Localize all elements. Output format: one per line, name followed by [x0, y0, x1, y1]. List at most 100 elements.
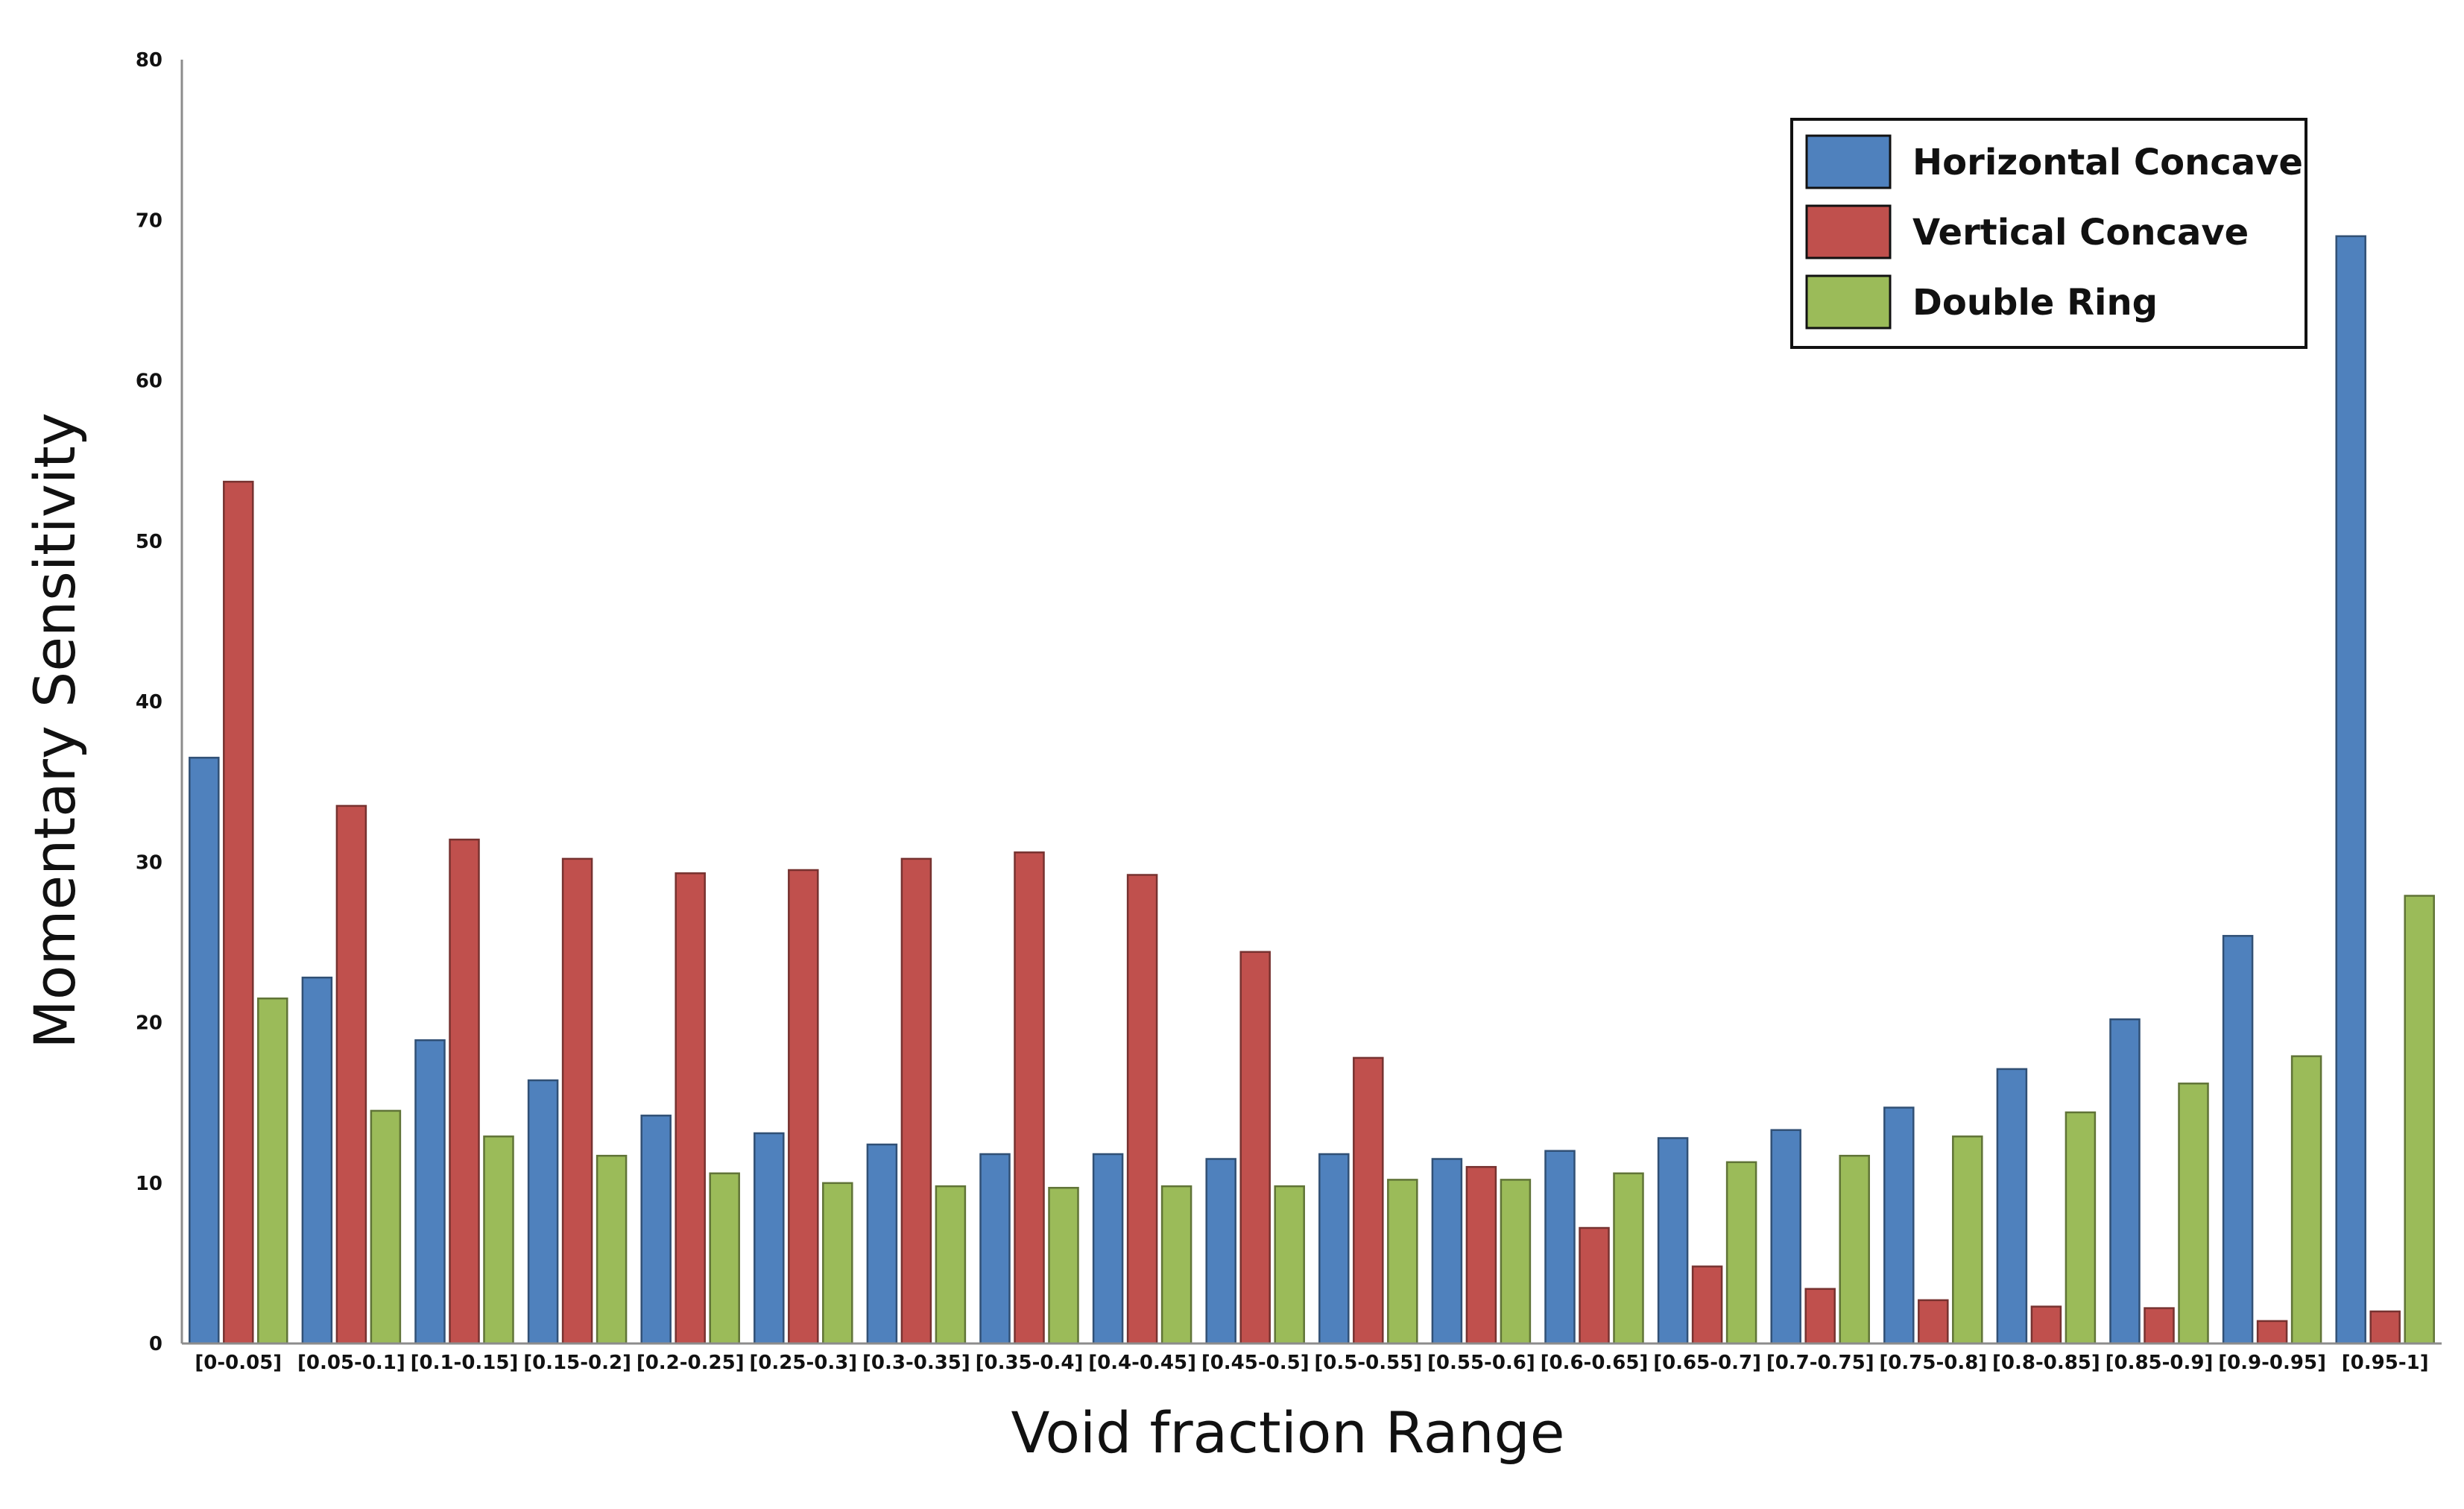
bar-double-ring-7	[1048, 1186, 1079, 1345]
bar-horizontal-concave-2	[414, 1039, 446, 1345]
bar-vertical-concave-7	[1014, 851, 1045, 1345]
bar-double-ring-4	[709, 1172, 740, 1345]
x-tick-label-7: [0.35-0.4]	[976, 1352, 1084, 1374]
x-tick-labels: [0-0.05] [0.05-0.1] [0.1-0.15] [0.15-0.2] [0…	[195, 1352, 2428, 1374]
bar-horizontal-concave-4	[640, 1115, 672, 1345]
bar-horizontal-concave-19	[2335, 235, 2366, 1345]
bar-double-ring-14	[1839, 1154, 1870, 1345]
x-tick-label-1: [0.05-0.1]	[297, 1352, 405, 1374]
y-tick-label-40: 40	[136, 691, 162, 713]
axes-layer	[180, 60, 2442, 1345]
bar-vertical-concave-8	[1126, 874, 1158, 1345]
bar-double-ring-13	[1725, 1161, 1757, 1345]
bar-vertical-concave-19	[2369, 1310, 2401, 1345]
legend-swatch-vertical-concave	[1805, 204, 1892, 259]
bar-double-ring-17	[2178, 1083, 2209, 1345]
bar-vertical-concave-9	[1239, 951, 1271, 1345]
x-tick-label-19: [0.95-1]	[2342, 1352, 2429, 1374]
bar-double-ring-2	[483, 1135, 514, 1345]
bar-vertical-concave-11	[1465, 1165, 1497, 1345]
bar-vertical-concave-5	[788, 869, 819, 1345]
bar-double-ring-10	[1387, 1179, 1418, 1345]
y-tick-labels: 0 10 20 30 40 50 60 70 80	[136, 49, 162, 1355]
bar-double-ring-12	[1613, 1172, 1644, 1345]
legend-label-horizontal-concave: Horizontal Concave	[1912, 142, 2303, 183]
x-tick-label-6: [0.3-0.35]	[862, 1352, 970, 1374]
bar-vertical-concave-3	[561, 857, 593, 1345]
bar-horizontal-concave-3	[527, 1079, 559, 1345]
x-tick-label-18: [0.9-0.95]	[2218, 1352, 2326, 1374]
x-tick-label-16: [0.8-0.85]	[1992, 1352, 2100, 1374]
bar-vertical-concave-6	[900, 857, 932, 1345]
x-tick-label-8: [0.4-0.45]	[1088, 1352, 1196, 1374]
bar-vertical-concave-0	[223, 480, 254, 1345]
bar-vertical-concave-17	[2144, 1307, 2175, 1345]
bar-vertical-concave-12	[1579, 1226, 1610, 1345]
y-axis-title: Momentary Sensitivity	[22, 412, 88, 1048]
x-tick-label-4: [0.2-0.25]	[636, 1352, 745, 1374]
x-tick-label-3: [0.15-0.2]	[523, 1352, 631, 1374]
x-tick-label-13: [0.65-0.7]	[1653, 1352, 1761, 1374]
y-tick-label-20: 20	[136, 1012, 162, 1035]
x-tick-label-9: [0.45-0.5]	[1201, 1352, 1310, 1374]
x-tick-label-0: [0-0.05]	[195, 1352, 282, 1374]
bar-horizontal-concave-14	[1770, 1129, 1801, 1345]
x-tick-label-11: [0.55-0.6]	[1427, 1352, 1535, 1374]
bar-double-ring-19	[2404, 895, 2435, 1345]
bar-vertical-concave-2	[449, 838, 480, 1345]
bar-horizontal-concave-12	[1544, 1150, 1576, 1345]
bar-horizontal-concave-6	[866, 1143, 898, 1345]
bar-double-ring-3	[596, 1154, 628, 1345]
bar-double-ring-1	[370, 1109, 402, 1345]
bar-double-ring-5	[822, 1182, 853, 1345]
bar-horizontal-concave-13	[1657, 1137, 1689, 1345]
y-tick-label-10: 10	[136, 1173, 162, 1195]
bar-horizontal-concave-17	[2109, 1018, 2141, 1345]
bar-horizontal-concave-0	[189, 757, 220, 1345]
x-tick-label-12: [0.6-0.65]	[1541, 1352, 1649, 1374]
bar-double-ring-11	[1500, 1179, 1532, 1345]
y-tick-label-60: 60	[136, 371, 162, 393]
x-tick-label-10: [0.5-0.55]	[1314, 1352, 1422, 1374]
legend-label-double-ring: Double Ring	[1912, 282, 2158, 324]
bar-double-ring-9	[1274, 1185, 1305, 1345]
bar-vertical-concave-4	[675, 872, 706, 1345]
bar-horizontal-concave-16	[1996, 1068, 2028, 1345]
bar-double-ring-15	[1952, 1135, 1983, 1345]
bar-double-ring-16	[2065, 1111, 2097, 1345]
bar-vertical-concave-13	[1691, 1265, 1723, 1345]
bar-vertical-concave-10	[1353, 1056, 1384, 1345]
bar-double-ring-8	[1160, 1185, 1192, 1345]
y-tick-label-0: 0	[149, 1333, 162, 1355]
bar-vertical-concave-16	[2030, 1305, 2062, 1345]
x-tick-label-2: [0.1-0.15]	[411, 1352, 519, 1374]
bar-double-ring-18	[2290, 1055, 2322, 1345]
bar-double-ring-0	[257, 997, 288, 1345]
y-tick-label-70: 70	[136, 210, 162, 232]
bar-horizontal-concave-11	[1431, 1158, 1463, 1345]
legend-swatch-horizontal-concave	[1805, 134, 1892, 189]
bar-vertical-concave-14	[1804, 1288, 1836, 1345]
bar-horizontal-concave-1	[301, 976, 333, 1345]
bar-horizontal-concave-10	[1318, 1153, 1350, 1345]
x-tick-label-14: [0.7-0.75]	[1766, 1352, 1874, 1374]
bar-horizontal-concave-18	[2222, 935, 2254, 1345]
bar-horizontal-concave-9	[1205, 1158, 1236, 1345]
bar-horizontal-concave-15	[1883, 1106, 1915, 1345]
bar-horizontal-concave-8	[1092, 1153, 1124, 1345]
y-tick-label-50: 50	[136, 531, 162, 553]
bar-vertical-concave-1	[335, 804, 367, 1345]
x-axis-title: Void fraction Range	[1011, 1399, 1564, 1466]
legend: Horizontal Concave Vertical Concave Double…	[1790, 118, 2307, 349]
y-tick-label-30: 30	[136, 851, 162, 874]
bar-horizontal-concave-5	[754, 1132, 785, 1345]
x-tick-label-17: [0.85-0.9]	[2106, 1352, 2214, 1374]
bar-vertical-concave-15	[1918, 1299, 1949, 1345]
x-tick-label-15: [0.75-0.8]	[1879, 1352, 1987, 1374]
y-tick-label-80: 80	[136, 49, 162, 72]
legend-swatch-double-ring	[1805, 274, 1892, 330]
bar-vertical-concave-18	[2256, 1320, 2288, 1345]
bar-double-ring-6	[935, 1185, 967, 1345]
